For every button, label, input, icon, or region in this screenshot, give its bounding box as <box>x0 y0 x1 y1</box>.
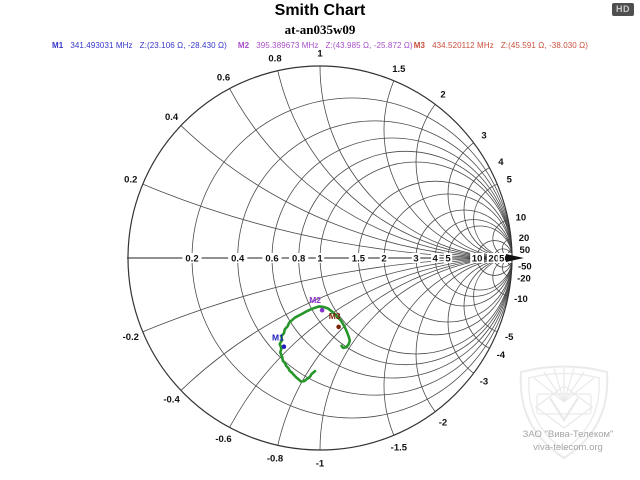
chart-title: Smith Chart <box>274 2 366 19</box>
svg-text:-20: -20 <box>517 274 531 285</box>
legend-m3-impedance: Z:(45.591 Ω, -38.030 Ω) <box>500 41 589 50</box>
svg-text:-2: -2 <box>439 417 447 428</box>
legend-m1-frequency: 341.493031 MHz <box>70 41 133 50</box>
marker-M3-dot[interactable] <box>336 324 341 330</box>
hd-quality-badge[interactable]: HD <box>612 3 634 16</box>
svg-text:10: 10 <box>516 213 527 224</box>
legend-m2-frequency: 395.389673 MHz <box>256 41 319 50</box>
watermark-company: ЗАО "Вива-Телеком" <box>523 429 614 440</box>
svg-text:-1: -1 <box>316 458 325 469</box>
svg-text:50: 50 <box>520 245 531 256</box>
svg-text:4: 4 <box>498 157 504 168</box>
svg-text:-5: -5 <box>505 332 514 343</box>
svg-text:0.8: 0.8 <box>268 53 281 64</box>
marker-M3-label: M3 <box>329 311 341 321</box>
legend-m2-impedance: Z:(43.985 Ω, -25.872 Ω) <box>325 41 413 50</box>
svg-text:20: 20 <box>519 233 530 244</box>
svg-text:3: 3 <box>481 130 486 141</box>
svg-text:5: 5 <box>507 174 513 185</box>
svg-text:2: 2 <box>381 253 386 264</box>
axis-arrow-icon <box>506 254 524 262</box>
svg-text:0.2: 0.2 <box>124 174 137 185</box>
legend-m3-id: M3 <box>413 41 426 50</box>
svg-text:1.5: 1.5 <box>352 253 366 264</box>
reactance-labels: 0.2 -0.2 0.4 -0.4 0.6 -0.6 0.8 -0.8 1 -1 1.5 -1.5 2 -… <box>123 48 532 469</box>
svg-text:20: 20 <box>488 253 499 264</box>
svg-text:2: 2 <box>440 89 445 100</box>
svg-text:-3: -3 <box>480 376 488 387</box>
legend-marker-m1: M1 341.493031 MHz Z:(23.106 Ω, -28.430 Ω) <box>52 41 227 50</box>
svg-text:0.2: 0.2 <box>185 253 198 264</box>
svg-text:3: 3 <box>413 253 418 264</box>
legend-m3-frequency: 434.520112 MHz <box>432 41 494 50</box>
svg-text:-0.8: -0.8 <box>267 453 283 464</box>
legend-m2-id: M2 <box>237 41 250 50</box>
svg-text:-0.6: -0.6 <box>215 434 231 445</box>
svg-text:0.6: 0.6 <box>217 72 230 83</box>
legend-m1-impedance: Z:(23.106 Ω, -28.430 Ω) <box>139 41 227 50</box>
svg-text:0.6: 0.6 <box>265 253 278 264</box>
legend-marker-m3: M3 434.520112 MHz Z:(45.591 Ω, -38.030 Ω) <box>414 41 588 50</box>
svg-text:1: 1 <box>317 253 323 264</box>
watermark-url: viva-telecom.org <box>533 442 603 453</box>
svg-text:4: 4 <box>433 253 439 264</box>
watermark-logo: ЗАО "Вива-Телеком" viva-telecom.org <box>519 365 614 460</box>
svg-text:1.5: 1.5 <box>392 64 406 75</box>
svg-text:1: 1 <box>317 48 323 59</box>
svg-text:0.4: 0.4 <box>231 253 245 264</box>
marker-M2-label: M2 <box>309 295 321 305</box>
svg-text:10: 10 <box>472 253 483 264</box>
svg-text:-0.4: -0.4 <box>163 395 180 406</box>
marker-M2-dot[interactable] <box>319 307 325 313</box>
marker-legend: M1 341.493031 MHz Z:(23.106 Ω, -28.430 Ω) … <box>0 41 640 50</box>
svg-text:0.4: 0.4 <box>165 112 179 123</box>
impedance-trace <box>278 305 352 383</box>
marker-M1-dot[interactable] <box>281 344 287 350</box>
marker-M1-label: M1 <box>272 333 284 343</box>
svg-text:50: 50 <box>499 253 510 264</box>
svg-text:0.8: 0.8 <box>292 253 305 264</box>
svg-text:-4: -4 <box>497 350 506 361</box>
svg-text:5: 5 <box>445 253 451 264</box>
svg-text:-0.2: -0.2 <box>123 332 139 343</box>
axis-labels: 0.2 0.4 0.6 0.8 1 1.5 2 3 4 5 10 20 50 <box>182 253 512 264</box>
svg-text:-10: -10 <box>514 294 528 305</box>
legend-m1-id: M1 <box>51 41 64 50</box>
svg-text:-1.5: -1.5 <box>391 443 408 454</box>
svg-text:-50: -50 <box>518 261 532 272</box>
chart-subtitle: at-an035w09 <box>284 22 356 37</box>
legend-marker-m2: M2 395.389673 MHz Z:(43.985 Ω, -25.872 Ω) <box>238 41 413 50</box>
